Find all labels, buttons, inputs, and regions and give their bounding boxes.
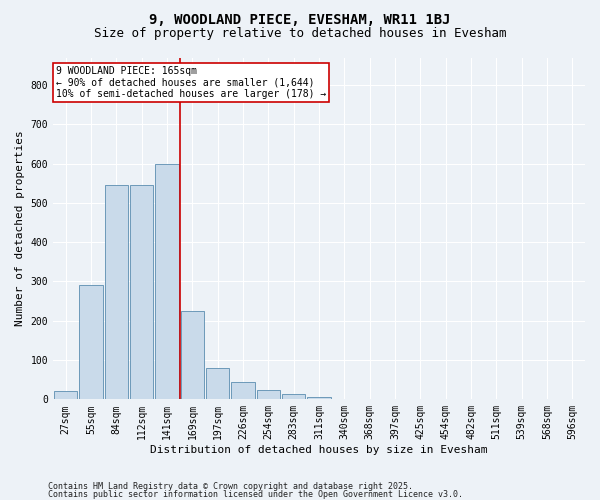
Bar [206, 368, 229, 400]
Bar [130, 185, 154, 400]
Text: Size of property relative to detached houses in Evesham: Size of property relative to detached ho… [94, 28, 506, 40]
Bar [79, 286, 103, 400]
Bar [282, 394, 305, 400]
Bar [155, 164, 179, 400]
Text: 9, WOODLAND PIECE, EVESHAM, WR11 1BJ: 9, WOODLAND PIECE, EVESHAM, WR11 1BJ [149, 12, 451, 26]
Text: Contains HM Land Registry data © Crown copyright and database right 2025.: Contains HM Land Registry data © Crown c… [48, 482, 413, 491]
X-axis label: Distribution of detached houses by size in Evesham: Distribution of detached houses by size … [150, 445, 488, 455]
Bar [54, 392, 77, 400]
Y-axis label: Number of detached properties: Number of detached properties [15, 130, 25, 326]
Text: Contains public sector information licensed under the Open Government Licence v3: Contains public sector information licen… [48, 490, 463, 499]
Text: 9 WOODLAND PIECE: 165sqm
← 90% of detached houses are smaller (1,644)
10% of sem: 9 WOODLAND PIECE: 165sqm ← 90% of detach… [56, 66, 326, 99]
Bar [232, 382, 254, 400]
Bar [105, 185, 128, 400]
Bar [257, 390, 280, 400]
Bar [307, 396, 331, 400]
Bar [181, 311, 204, 400]
